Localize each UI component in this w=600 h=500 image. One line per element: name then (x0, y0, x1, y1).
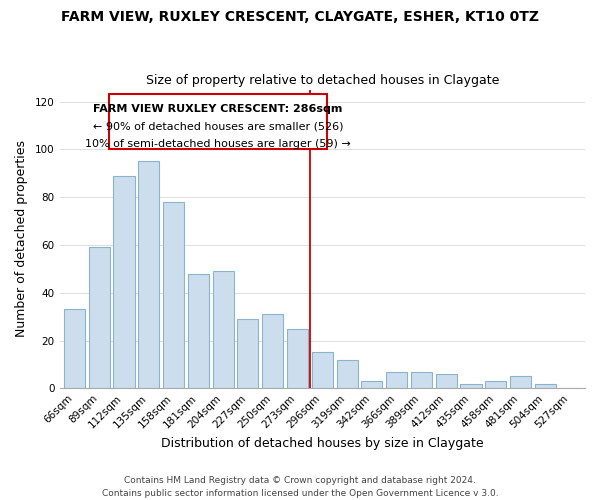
Bar (361, 381, 382, 388)
Bar (89, 248, 110, 388)
Bar (436, 374, 457, 388)
Bar (386, 372, 407, 388)
Text: 10% of semi-detached houses are larger (59) →: 10% of semi-detached houses are larger (… (85, 138, 351, 148)
Bar (535, 384, 556, 388)
Bar (485, 381, 506, 388)
Bar (460, 384, 482, 388)
Y-axis label: Number of detached properties: Number of detached properties (15, 140, 28, 338)
Bar (411, 372, 432, 388)
Bar (188, 274, 209, 388)
Text: FARM VIEW, RUXLEY CRESCENT, CLAYGATE, ESHER, KT10 0TZ: FARM VIEW, RUXLEY CRESCENT, CLAYGATE, ES… (61, 10, 539, 24)
Bar (64, 310, 85, 388)
Text: Contains HM Land Registry data © Crown copyright and database right 2024.
Contai: Contains HM Land Registry data © Crown c… (101, 476, 499, 498)
Bar (238, 319, 259, 388)
Bar (510, 376, 531, 388)
X-axis label: Distribution of detached houses by size in Claygate: Distribution of detached houses by size … (161, 437, 484, 450)
Title: Size of property relative to detached houses in Claygate: Size of property relative to detached ho… (146, 74, 499, 87)
Bar (163, 202, 184, 388)
Bar (113, 176, 134, 388)
Text: FARM VIEW RUXLEY CRESCENT: 286sqm: FARM VIEW RUXLEY CRESCENT: 286sqm (94, 104, 343, 114)
FancyBboxPatch shape (109, 94, 327, 150)
Bar (262, 314, 283, 388)
Bar (287, 328, 308, 388)
Text: ← 90% of detached houses are smaller (526): ← 90% of detached houses are smaller (52… (93, 122, 343, 132)
Bar (212, 271, 233, 388)
Bar (138, 162, 160, 388)
Bar (312, 352, 333, 388)
Bar (337, 360, 358, 388)
